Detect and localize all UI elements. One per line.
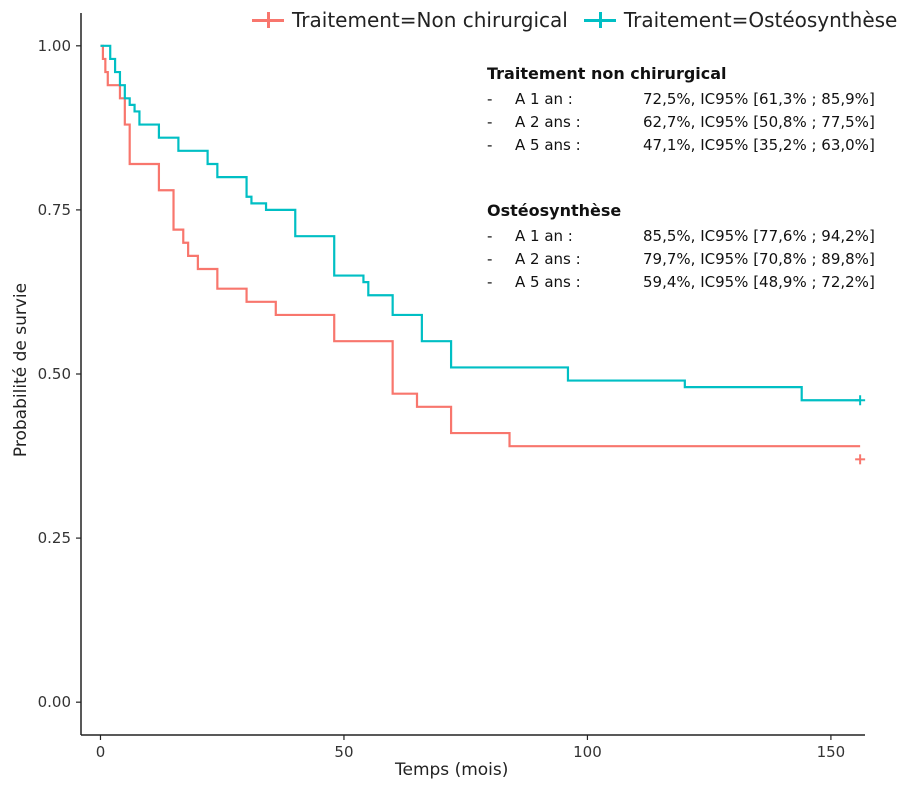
annotation-row: - A 5 ans : 47,1%, IC95% [35,2% ; 63,0%] <box>487 133 875 156</box>
annotation-row: - A 2 ans : 62,7%, IC95% [50,8% ; 77,5%] <box>487 110 875 133</box>
annotation-value: 85,5%, IC95% [77,6% ; 94,2%] <box>643 226 875 245</box>
legend-label-non-chirurgical: Traitement=Non chirurgical <box>292 8 568 32</box>
legend-item-non-chirurgical: Traitement=Non chirurgical <box>250 8 568 32</box>
annotation-title: Ostéosynthèse <box>487 201 622 220</box>
y-tick-label: 0.25 <box>38 529 71 547</box>
y-axis-title-text: Probabilité de survie <box>11 282 31 458</box>
annotation-value: 79,7%, IC95% [70,8% ; 89,8%] <box>643 249 875 268</box>
y-tick-label: 0.75 <box>38 201 71 219</box>
legend-item-osteosynthese: Traitement=Ostéosynthèse <box>582 8 898 32</box>
x-tick-label: 0 <box>96 743 106 761</box>
x-axis-title: Temps (mois) <box>395 760 509 780</box>
annotation-value: 47,1%, IC95% [35,2% ; 63,0%] <box>643 135 875 154</box>
annotation-label: A 1 an : <box>515 89 573 108</box>
annotation-row: - A 2 ans : 79,7%, IC95% [70,8% ; 89,8%] <box>487 247 875 270</box>
annotation-row: - A 1 an : 85,5%, IC95% [77,6% ; 94,2%] <box>487 224 875 247</box>
annotation-value: 62,7%, IC95% [50,8% ; 77,5%] <box>643 112 875 131</box>
annotation-label: A 2 ans : <box>515 249 581 268</box>
y-tick-label: 1.00 <box>38 37 71 55</box>
legend-label-osteosynthese: Traitement=Ostéosynthèse <box>623 8 898 32</box>
annotation-dash: - <box>487 272 493 291</box>
annotation-title: Traitement non chirurgical <box>487 64 727 83</box>
annotation-dash: - <box>487 89 493 108</box>
annotation-dash: - <box>487 112 493 131</box>
annotation-label: A 1 an : <box>515 226 573 245</box>
annotation-row: - A 1 an : 72,5%, IC95% [61,3% ; 85,9%] <box>487 87 875 110</box>
series-line-2 <box>100 44 861 402</box>
legend-key-non-chirurgical <box>250 10 286 30</box>
y-tick-label: 0.00 <box>38 693 71 711</box>
x-tick-label: 150 <box>817 743 846 761</box>
y-axis-title: Probabilité de survie <box>6 265 36 475</box>
annotation-dash: - <box>487 226 493 245</box>
series-line-1 <box>100 44 861 448</box>
legend-key-osteosynthese <box>582 10 618 30</box>
y-tick-label: 0.50 <box>38 365 71 383</box>
legend: Traitement=Non chirurgical Traitement=Os… <box>250 8 897 32</box>
annotation-label: A 5 ans : <box>515 135 581 154</box>
annotation-row: - A 5 ans : 59,4%, IC95% [48,9% ; 72,2%] <box>487 270 875 293</box>
annotation-dash: - <box>487 135 493 154</box>
annotation-value: 72,5%, IC95% [61,3% ; 85,9%] <box>643 89 875 108</box>
annotation-dash: - <box>487 249 493 268</box>
annotation-label: A 5 ans : <box>515 272 581 291</box>
x-tick-label: 100 <box>573 743 602 761</box>
annotation-osteosynthese: Ostéosynthèse - A 1 an : 85,5%, IC95% [7… <box>487 201 875 293</box>
annotation-non-chirurgical: Traitement non chirurgical - A 1 an : 72… <box>487 64 875 156</box>
annotation-value: 59,4%, IC95% [48,9% ; 72,2%] <box>643 272 875 291</box>
x-tick-label: 50 <box>334 743 353 761</box>
annotation-label: A 2 ans : <box>515 112 581 131</box>
